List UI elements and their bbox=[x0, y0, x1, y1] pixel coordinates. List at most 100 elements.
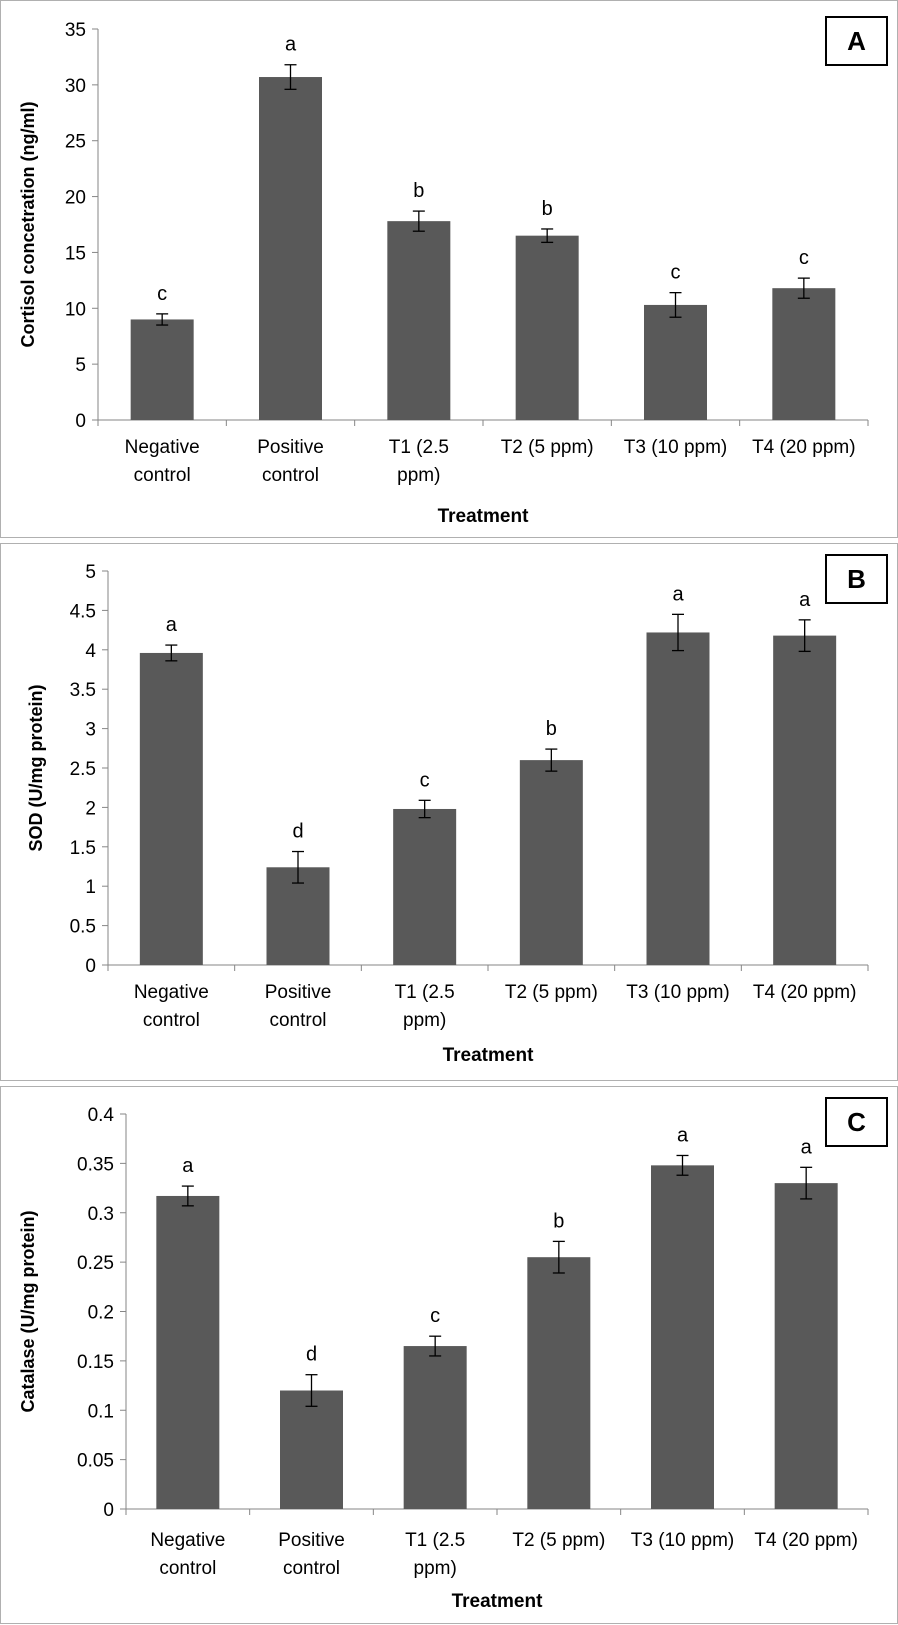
y-tick-label: 0 bbox=[103, 1500, 114, 1521]
x-category-label: T4 (20 ppm) bbox=[753, 982, 856, 1003]
bar bbox=[527, 1257, 591, 1509]
significance-letter: c bbox=[799, 247, 809, 269]
y-tick-label: 1 bbox=[85, 877, 96, 898]
x-category-label: control bbox=[143, 1010, 200, 1031]
x-category-label: T4 (20 ppm) bbox=[752, 437, 855, 458]
x-category-label: T4 (20 ppm) bbox=[754, 1530, 857, 1551]
x-category-label: ppm) bbox=[403, 1010, 446, 1031]
x-category-label: control bbox=[134, 465, 191, 486]
panel-label-box bbox=[825, 554, 888, 604]
bar bbox=[644, 304, 707, 420]
chart-panel-a: 0 5 10 15 20 25 30 35 c a b b c c Negative control Posit… bbox=[0, 0, 898, 538]
panel-label: B bbox=[847, 564, 866, 594]
x-category-label: T2 (5 ppm) bbox=[512, 1530, 605, 1551]
chart-panel-b: 0 0.5 1 1.5 2 2.5 3 3.5 4 4.5 5 a d c b a a Negative contr… bbox=[0, 543, 898, 1081]
x-category-label: control bbox=[159, 1558, 216, 1579]
y-tick-label: 0.5 bbox=[70, 917, 96, 938]
y-tick-label: 0.35 bbox=[77, 1154, 114, 1175]
x-category-label: T3 (10 ppm) bbox=[631, 1530, 734, 1551]
panel-label-box bbox=[825, 1097, 888, 1147]
x-category-label: Positive bbox=[278, 1530, 345, 1551]
significance-letter: a bbox=[166, 614, 178, 636]
y-tick-label: 0 bbox=[75, 411, 86, 432]
panel-label: C bbox=[847, 1107, 866, 1137]
y-tick-label: 3.5 bbox=[70, 680, 96, 701]
significance-letter: b bbox=[553, 1210, 564, 1232]
x-category-label: ppm) bbox=[397, 465, 440, 486]
y-tick-label: 3 bbox=[85, 720, 96, 741]
y-tick-label: 2 bbox=[85, 798, 96, 819]
significance-letter: d bbox=[306, 1344, 317, 1366]
y-tick-label: 0.25 bbox=[77, 1253, 114, 1274]
bar bbox=[403, 1346, 467, 1509]
bar bbox=[519, 760, 583, 965]
y-axis-title: Cortisol concetration (ng/ml) bbox=[18, 101, 38, 347]
x-category-label: control bbox=[262, 465, 319, 486]
x-category-label: ppm) bbox=[414, 1558, 457, 1579]
x-axis-title: Treatment bbox=[438, 506, 529, 527]
bar bbox=[773, 635, 837, 965]
y-tick-label: 25 bbox=[65, 132, 86, 153]
y-tick-label: 15 bbox=[65, 243, 86, 264]
x-category-label: Positive bbox=[257, 437, 324, 458]
bar bbox=[651, 1165, 714, 1509]
bar bbox=[130, 319, 194, 420]
x-category-label: Negative bbox=[134, 982, 209, 1003]
x-category-label: Negative bbox=[125, 437, 200, 458]
x-category-label: T1 (2.5 bbox=[389, 437, 449, 458]
x-category-label: T3 (10 ppm) bbox=[624, 437, 727, 458]
significance-letter: c bbox=[430, 1305, 440, 1327]
y-tick-label: 0.4 bbox=[88, 1105, 115, 1126]
significance-letter: c bbox=[157, 283, 167, 305]
significance-letter: b bbox=[413, 180, 424, 202]
y-tick-label: 0.3 bbox=[88, 1204, 114, 1225]
bar bbox=[139, 652, 203, 965]
y-tick-label: 10 bbox=[65, 299, 86, 320]
y-tick-label: 5 bbox=[85, 562, 96, 583]
significance-letter: a bbox=[182, 1155, 194, 1177]
x-category-label: T2 (5 ppm) bbox=[505, 982, 598, 1003]
bar bbox=[280, 1390, 343, 1509]
significance-letter: a bbox=[801, 1136, 813, 1158]
significance-letter: a bbox=[672, 583, 684, 605]
x-category-label: control bbox=[283, 1558, 340, 1579]
y-tick-label: 4.5 bbox=[70, 601, 96, 622]
significance-letter: c bbox=[671, 262, 681, 284]
x-category-label: T1 (2.5 bbox=[405, 1530, 465, 1551]
x-category-label: Positive bbox=[265, 982, 332, 1003]
panel-label-box bbox=[825, 16, 888, 66]
x-category-label: control bbox=[269, 1010, 326, 1031]
y-tick-label: 0.15 bbox=[77, 1352, 114, 1373]
x-category-label: Negative bbox=[150, 1530, 225, 1551]
y-tick-label: 35 bbox=[65, 20, 86, 41]
significance-letter: c bbox=[420, 769, 430, 791]
y-tick-label: 0.2 bbox=[88, 1303, 114, 1324]
significance-letter: b bbox=[546, 718, 557, 740]
y-tick-label: 2.5 bbox=[70, 759, 96, 780]
y-axis-title: SOD (U/mg protein) bbox=[26, 685, 46, 852]
significance-letter: a bbox=[677, 1124, 689, 1146]
bar bbox=[393, 808, 457, 965]
y-tick-label: 0.05 bbox=[77, 1451, 114, 1472]
x-axis-title: Treatment bbox=[452, 1591, 543, 1612]
y-tick-label: 30 bbox=[65, 76, 86, 97]
y-tick-label: 0.1 bbox=[88, 1401, 114, 1422]
y-tick-label: 1.5 bbox=[70, 838, 96, 859]
bar bbox=[772, 288, 836, 420]
significance-letter: a bbox=[285, 34, 297, 56]
bar bbox=[774, 1183, 838, 1509]
x-category-label: T1 (2.5 bbox=[395, 982, 455, 1003]
y-tick-label: 5 bbox=[75, 355, 86, 376]
chart-panel-c: 0 0.05 0.1 0.15 0.2 0.25 0.3 0.35 0.4 a d c b a a Negat… bbox=[0, 1086, 898, 1624]
panel-label: A bbox=[847, 26, 866, 56]
x-category-label: T2 (5 ppm) bbox=[501, 437, 594, 458]
y-axis-title: Catalase (U/mg protein) bbox=[18, 1210, 38, 1412]
bar bbox=[387, 221, 451, 420]
bar bbox=[259, 77, 322, 420]
significance-letter: b bbox=[542, 198, 553, 220]
y-tick-label: 20 bbox=[65, 188, 86, 209]
bar bbox=[515, 235, 579, 420]
bar bbox=[156, 1195, 220, 1509]
y-tick-label: 4 bbox=[85, 641, 96, 662]
y-tick-label: 0 bbox=[85, 956, 96, 977]
